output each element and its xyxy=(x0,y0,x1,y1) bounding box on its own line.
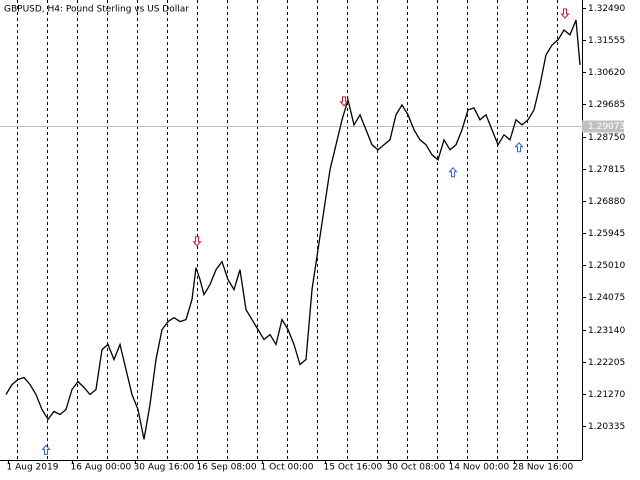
x-tick-label: 16 Aug 00:00 xyxy=(71,463,132,473)
x-tick-label: 30 Aug 16:00 xyxy=(134,463,195,473)
x-tick-label: 28 Nov 16:00 xyxy=(513,463,574,473)
current-price-box xyxy=(582,120,624,133)
y-tick-label: 1.28750 xyxy=(588,133,625,143)
y-tick-label: 1.23140 xyxy=(588,326,625,336)
x-tick-label: 16 Sep 08:00 xyxy=(197,463,257,473)
current-price-label: 1.29073 xyxy=(588,122,625,132)
y-tick-label: 1.21270 xyxy=(588,390,625,400)
y-tick-label: 1.25010 xyxy=(588,261,625,271)
sell-arrow xyxy=(192,236,202,247)
y-tick-label: 1.31555 xyxy=(588,36,625,46)
x-tick-label: 14 Nov 00:00 xyxy=(449,463,510,473)
buy-arrow xyxy=(448,167,458,178)
sell-arrow xyxy=(560,8,570,19)
buy-arrow xyxy=(514,142,524,153)
sell-arrow xyxy=(339,96,349,107)
y-tick-label: 1.26880 xyxy=(588,197,625,207)
y-tick-label: 1.25945 xyxy=(588,229,625,239)
y-tick-label: 1.32490 xyxy=(588,4,625,14)
y-tick-label: 1.29685 xyxy=(588,100,625,110)
y-tick-label: 1.22205 xyxy=(588,358,625,368)
x-tick-label: 1 Oct 00:00 xyxy=(261,463,314,473)
x-tick-label: 1 Aug 2019 xyxy=(7,463,59,473)
chart-title: GBPUSD, H4: Pound Sterling vs US Dollar xyxy=(4,5,189,15)
price-line xyxy=(5,19,581,440)
y-tick-label: 1.20335 xyxy=(588,422,625,432)
x-tick-label: 30 Oct 08:00 xyxy=(387,463,446,473)
y-tick-label: 1.30620 xyxy=(588,68,625,78)
y-tick-label: 1.27815 xyxy=(588,165,625,175)
y-tick-label: 1.24075 xyxy=(588,293,625,303)
buy-arrow xyxy=(41,444,51,455)
x-tick-label: 15 Oct 16:00 xyxy=(324,463,383,473)
